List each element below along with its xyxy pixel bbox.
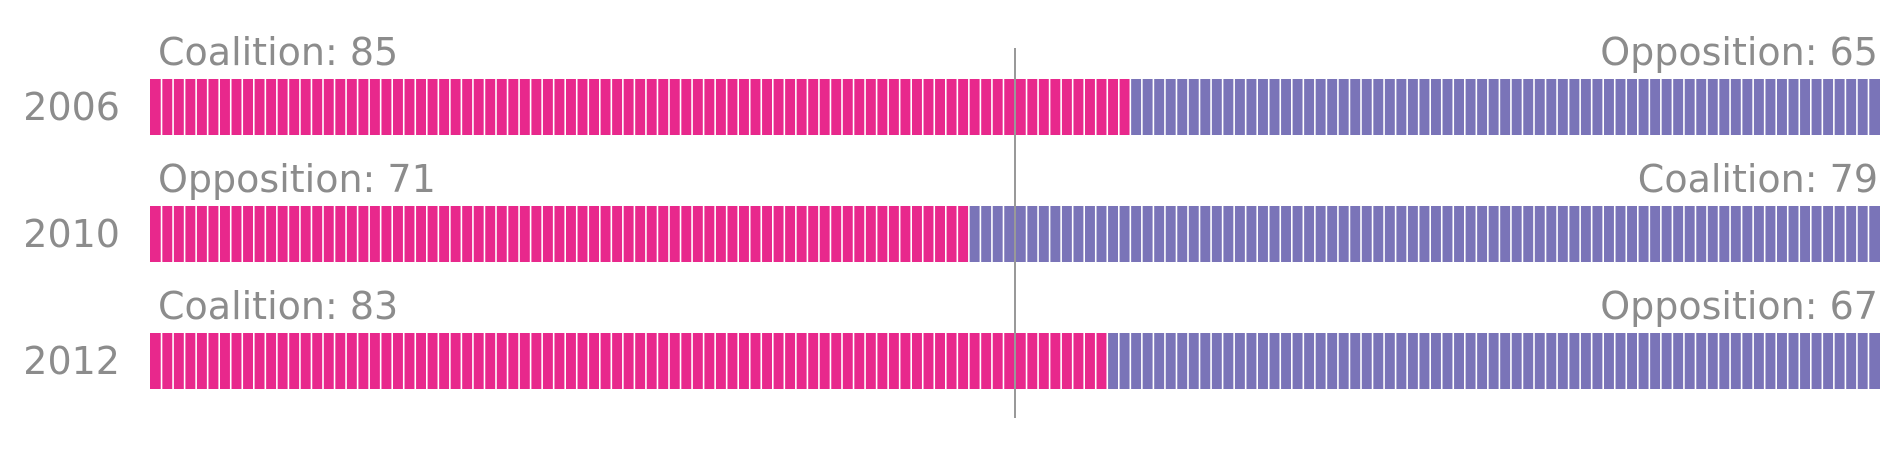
chart-rows: 2006 Coalition: 85 Opposition: 65 2010 Oppos… (23, 30, 1880, 389)
bar-2012-right-opposition (1107, 333, 1880, 389)
seat-dividers-2010 (160, 206, 1870, 262)
bar-2010-left-opposition (150, 206, 969, 262)
left-label-2006: Coalition: 85 (158, 30, 398, 74)
bar-row-2012: 2012 Coalition: 83 Opposition: 67 (23, 284, 1880, 389)
bar-2010-right-coalition (968, 206, 1880, 262)
right-label-2010: Coalition: 79 (1638, 157, 1878, 201)
right-label-2006: Opposition: 65 (1600, 30, 1878, 74)
bar-row-2010: 2010 Opposition: 71 Coalition: 79 (23, 157, 1880, 262)
bar-2012-left-coalition (150, 333, 1108, 389)
year-label-2010: 2010 (23, 212, 120, 256)
right-label-2012: Opposition: 67 (1600, 284, 1878, 328)
left-label-2012: Coalition: 83 (158, 284, 398, 328)
year-label-2006: 2006 (23, 85, 120, 129)
seat-dividers-2012 (160, 333, 1870, 389)
bar-row-2006: 2006 Coalition: 85 Opposition: 65 (23, 30, 1880, 135)
bar-2006-right-opposition (1130, 79, 1880, 135)
year-label-2012: 2012 (23, 339, 120, 383)
bar-2006-left-coalition (150, 79, 1131, 135)
left-label-2010: Opposition: 71 (158, 157, 436, 201)
